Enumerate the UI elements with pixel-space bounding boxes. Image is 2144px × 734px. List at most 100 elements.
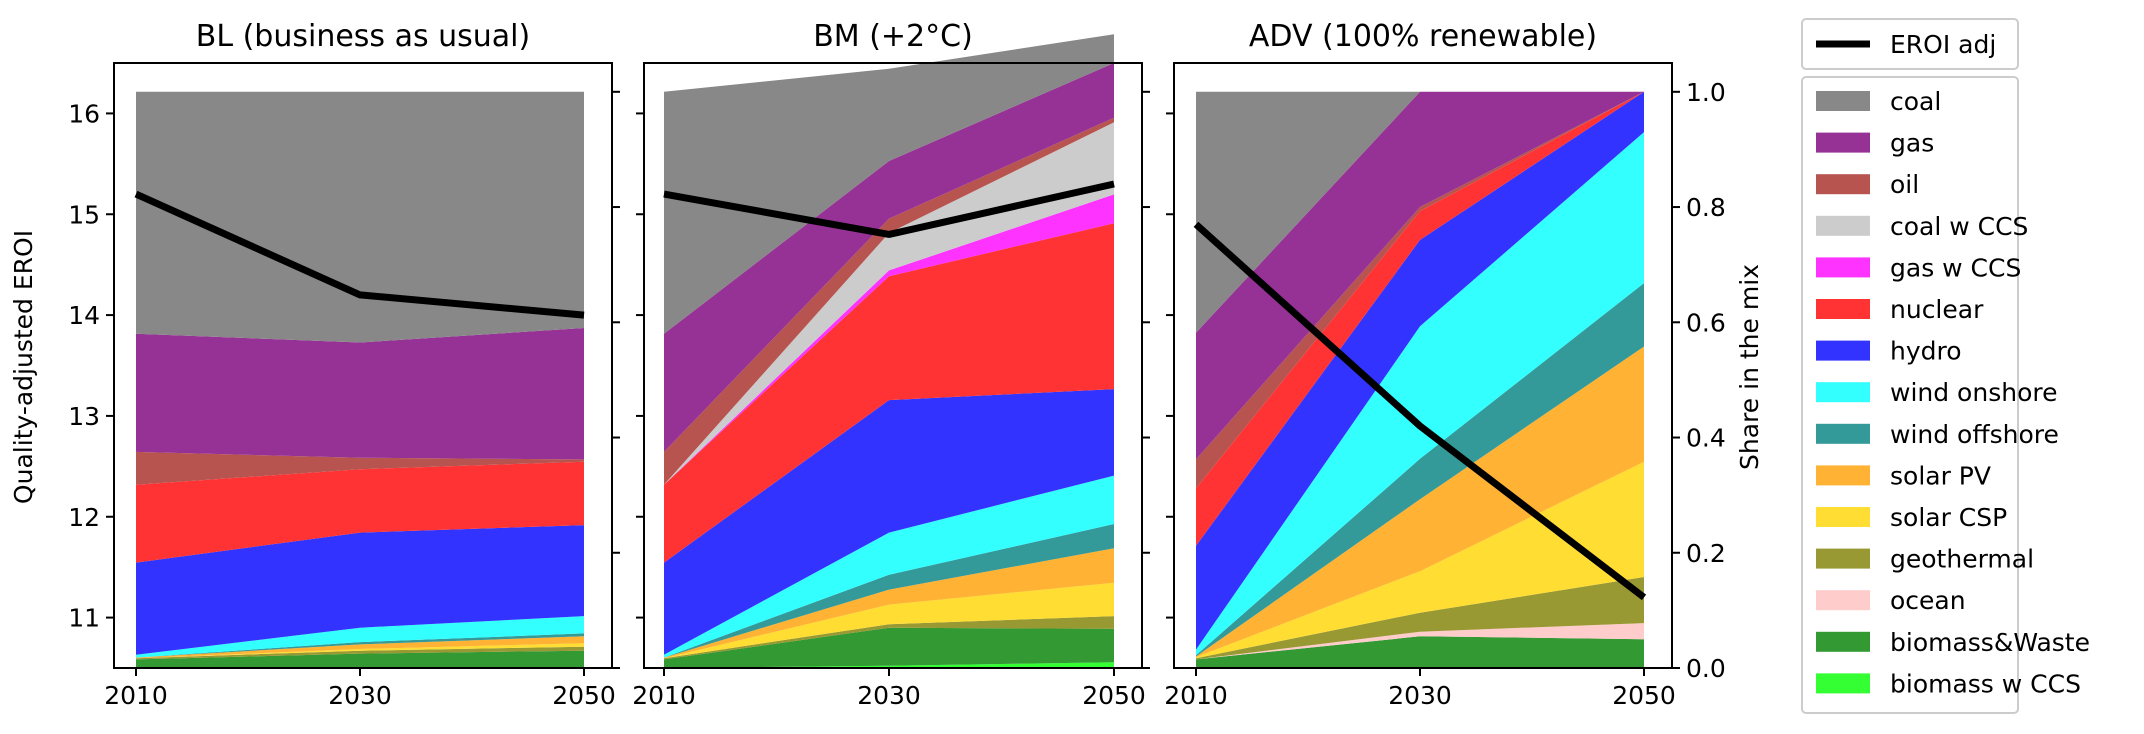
x-tick-label: 2050 <box>1082 681 1146 710</box>
legend-swatch-solar-csp <box>1816 507 1870 527</box>
right-tick-label: 0.0 <box>1686 654 1726 683</box>
area-gas <box>136 328 584 460</box>
legend-label: wind onshore <box>1890 378 2057 407</box>
area-coal-w-ccs <box>664 122 1114 485</box>
legend-label: biomass w CCS <box>1890 669 2081 698</box>
area-gas-w-ccs <box>664 194 1114 485</box>
legend-swatch-biomass-waste <box>1816 631 1870 652</box>
right-tick-label: 0.8 <box>1686 193 1726 222</box>
area-solar-csp <box>664 582 1114 659</box>
area-geothermal <box>664 616 1114 660</box>
x-tick-label: 2010 <box>1164 681 1228 710</box>
legend-label: oil <box>1890 170 1919 199</box>
x-tick-label: 2030 <box>1388 681 1452 710</box>
legend-label: coal <box>1890 87 1941 116</box>
legend-label: nuclear <box>1890 295 1984 324</box>
left-axis-label: Quality-adjusted EROI <box>9 230 38 504</box>
eroi-adj-line <box>663 180 1115 238</box>
area-coal <box>136 91 584 343</box>
area-biomass-waste <box>664 627 1114 668</box>
x-tick-label: 2050 <box>552 681 616 710</box>
area-biomass-waste <box>1196 636 1644 668</box>
legend-label: gas <box>1890 129 1934 158</box>
area-ocean <box>1196 623 1644 660</box>
area-geothermal <box>1196 577 1644 660</box>
x-tick-label: 2030 <box>328 681 392 710</box>
legend-label: gas w CCS <box>1890 253 2021 282</box>
panel-3: ADV (100% renewable) 2010 2030 2050 0.0 0.2 0.… <box>1164 19 1726 710</box>
area-coal <box>664 34 1114 334</box>
legend-label: coal w CCS <box>1890 212 2028 241</box>
legend-swatch-solar-pv <box>1816 465 1870 486</box>
y-tick-label: 13 <box>68 402 100 431</box>
panel-2: BM (+2°C) 2010 2030 2050 <box>632 19 1150 710</box>
area-solar-pv <box>1196 346 1644 658</box>
legend-swatch-hydro <box>1816 340 1870 361</box>
area-hydro <box>1196 91 1644 650</box>
legend-label: solar CSP <box>1890 503 2007 532</box>
y-tick-label: 14 <box>68 301 100 330</box>
legend-swatch-ocean <box>1816 590 1870 611</box>
legend-swatch-nuclear <box>1816 299 1870 319</box>
panel-1: BL (business as usual) 2010 2030 2050 11 12 13… <box>68 19 620 710</box>
area-wind-onshore <box>1196 132 1644 656</box>
area-nuclear <box>136 461 584 563</box>
x-tick-label: 2050 <box>1612 681 1676 710</box>
y-tick-label: 16 <box>68 99 100 128</box>
legend-label: ocean <box>1890 586 1966 615</box>
area-wind-offshore <box>136 633 584 658</box>
area-wind-offshore <box>664 524 1114 658</box>
area-gas <box>664 63 1114 452</box>
area-solar-pv <box>664 548 1114 659</box>
area-wind-onshore <box>136 616 584 658</box>
right-axis-label: Share in the mix <box>1735 264 1764 470</box>
eroi-adj-line <box>134 190 585 319</box>
panel-title: ADV (100% renewable) <box>1249 19 1597 54</box>
area-oil <box>136 451 584 485</box>
area-hydro <box>664 389 1114 655</box>
legend: EROI adj coal gas oil coal w CCS gas w CCS nuc… <box>1801 18 2090 714</box>
legend-swatch-geothermal <box>1816 548 1870 569</box>
y-tick-label: 12 <box>68 503 100 532</box>
legend-label: geothermal <box>1890 545 2034 574</box>
plot-frame <box>643 62 1143 669</box>
area-wind-offshore <box>1196 283 1644 657</box>
area-wind-onshore <box>664 475 1114 658</box>
legend-label: biomass&Waste <box>1890 628 2090 657</box>
legend-label: hydro <box>1890 337 1962 366</box>
x-tick-label: 2010 <box>104 681 168 710</box>
right-tick-label: 0.2 <box>1686 539 1726 568</box>
area-solar-pv <box>136 636 584 659</box>
legend-label: solar PV <box>1890 461 1991 490</box>
legend-line-box <box>1801 18 2019 70</box>
legend-label: EROI adj <box>1890 30 1996 59</box>
panel-title: BL (business as usual) <box>196 19 530 54</box>
legend-swatch-coal <box>1816 91 1870 111</box>
y-tick-label: 11 <box>68 604 100 633</box>
plot-frame <box>1173 62 1673 669</box>
area-solar-csp <box>1196 461 1644 659</box>
y-tick-label: 15 <box>68 200 100 229</box>
area-hydro <box>136 525 584 655</box>
legend-label: wind offshore <box>1890 420 2059 449</box>
legend-swatch-coal-w-ccs <box>1816 215 1870 236</box>
right-tick-label: 1.0 <box>1686 78 1726 107</box>
area-biomass-waste <box>136 650 584 668</box>
legend-swatch-oil <box>1816 174 1870 195</box>
legend-swatch-gas-w-ccs <box>1816 257 1870 278</box>
area-solar-csp <box>136 643 584 659</box>
area-coal <box>1196 91 1644 333</box>
eroi-adj-line <box>1193 221 1647 601</box>
legend-swatch-biomass-w-ccs <box>1816 673 1870 694</box>
panel-title: BM (+2°C) <box>813 19 973 54</box>
x-tick-label: 2010 <box>632 681 696 710</box>
right-tick-label: 0.6 <box>1686 308 1726 337</box>
area-nuclear <box>664 223 1114 563</box>
right-tick-label: 0.4 <box>1686 424 1726 453</box>
legend-swatch-wind-onshore <box>1816 382 1870 403</box>
x-tick-label: 2030 <box>857 681 921 710</box>
legend-swatch-wind-offshore <box>1816 423 1870 444</box>
legend-swatch-gas <box>1816 132 1870 153</box>
area-gas <box>1196 91 1644 460</box>
